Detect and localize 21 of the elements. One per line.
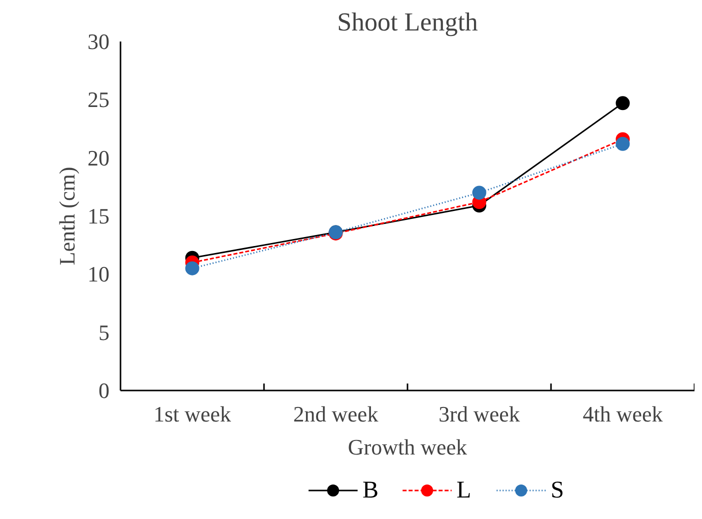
legend-label: B <box>362 478 379 504</box>
legend-label: L <box>456 478 472 504</box>
x-axis-title: Growth week <box>348 434 468 460</box>
x-tick-label: 1st week <box>153 402 232 426</box>
point <box>185 261 200 276</box>
y-tick-label: 15 <box>88 204 110 228</box>
x-tick-label: 4th week <box>582 402 663 426</box>
y-tick-label: 30 <box>88 29 110 54</box>
legend-label: S <box>550 478 564 504</box>
y-tick-label: 5 <box>98 320 110 345</box>
point <box>472 186 486 200</box>
x-tick-label: 3rd week <box>438 402 520 426</box>
y-tick-label: 20 <box>88 145 110 170</box>
point <box>616 136 630 151</box>
y-tick-label: 0 <box>98 378 110 403</box>
chart-title: Shoot Length <box>337 8 478 36</box>
y-axis-title: Lenth (cm) <box>54 166 80 266</box>
point <box>616 96 630 110</box>
x-tick-label: 2nd week <box>293 402 378 426</box>
y-tick-label: 10 <box>88 262 110 287</box>
y-tick-label: 25 <box>88 87 110 112</box>
